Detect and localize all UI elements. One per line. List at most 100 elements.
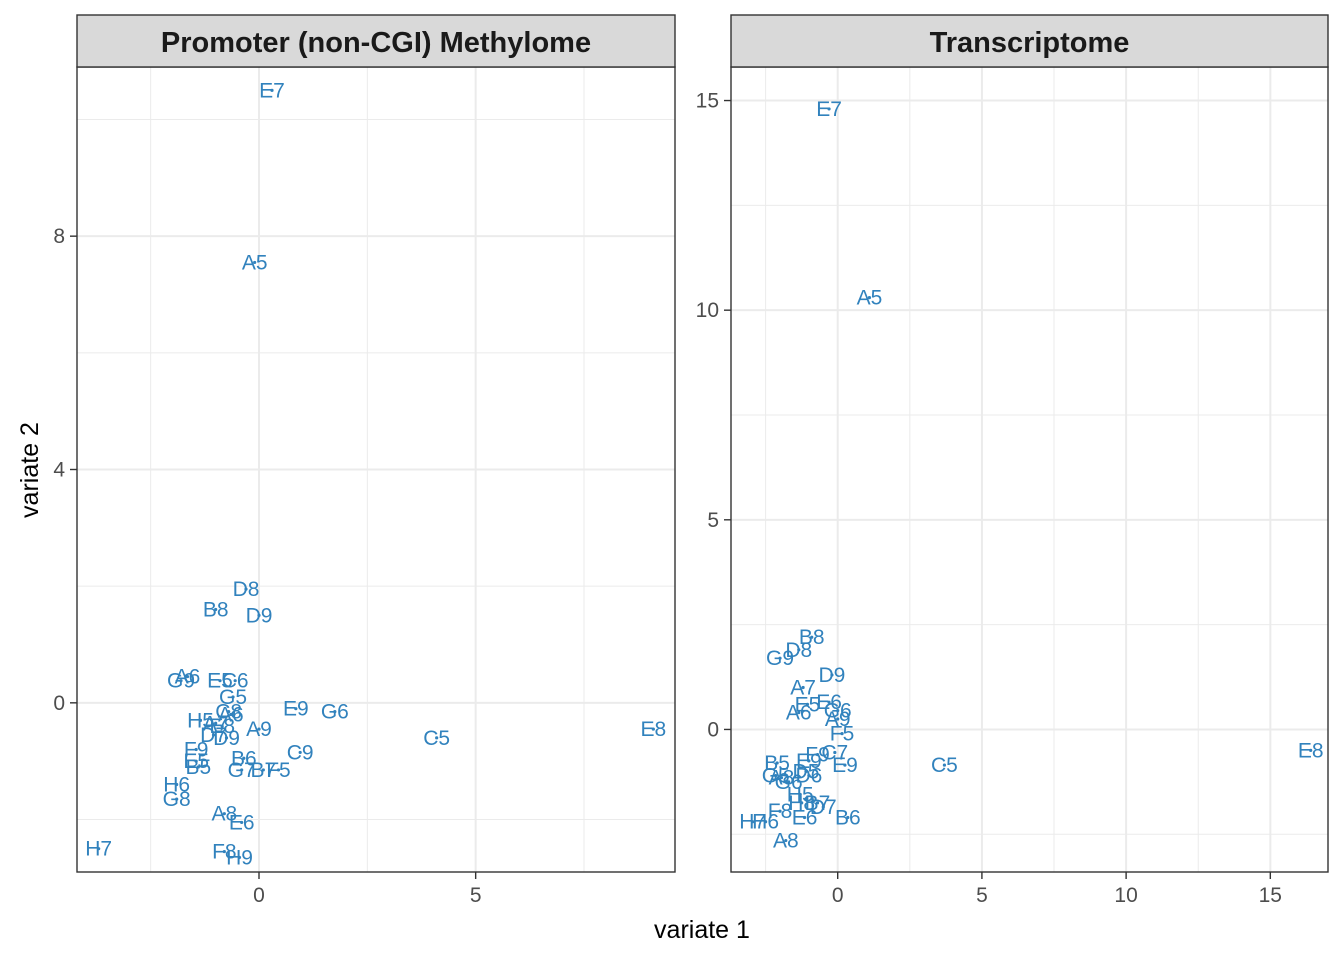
data-point [836,717,840,721]
point-label: E8 [1298,739,1324,762]
data-point [867,295,872,300]
data-point [807,773,811,778]
point-label: A9 [825,708,851,731]
point-label: B6 [835,806,861,829]
x-tick-label: 0 [253,884,265,907]
point-label: C5 [423,727,450,750]
point-label: A7 [790,677,816,700]
point-label: D6 [795,765,822,788]
point-label: G7 [228,759,256,782]
point-label: G6 [321,701,349,724]
point-label: F5 [830,723,855,746]
point-label: E9 [796,750,822,773]
point-label: G9 [766,647,794,670]
point-label: E5 [207,670,233,693]
point-label: H6 [752,811,779,834]
point-label: B6 [231,747,257,770]
point-label: H7 [85,838,112,861]
data-point [804,769,808,773]
point-label: A8 [769,767,795,790]
data-point [778,656,782,660]
data-point [846,815,850,820]
x-axis-title: variate 1 [654,916,750,944]
point-label: E7 [259,79,285,102]
data-point [798,792,802,797]
data-point [1309,748,1313,753]
data-point [175,797,179,801]
data-point [224,736,229,740]
data-point [802,815,807,820]
data-point [198,718,203,722]
point-label: F5 [266,759,291,782]
point-label: D7 [200,724,227,747]
x-tick-label: 15 [1259,884,1282,907]
point-label: D9 [246,604,273,627]
point-label: B7 [250,759,276,782]
data-point [240,768,244,772]
data-point [214,607,218,612]
point-label: H5 [787,783,814,806]
y-tick-label: 10 [696,299,719,322]
data-point [843,763,847,767]
data-point [815,753,820,757]
data-point [294,707,298,711]
point-label: D8 [233,578,260,601]
data-point [175,782,179,787]
point-label: B8 [799,626,825,649]
data-point [240,820,244,825]
data-point [179,679,183,683]
data-point [801,685,805,690]
data-point [244,587,248,591]
data-point [651,727,655,731]
point-label: A8 [211,803,237,826]
point-label: A5 [242,251,268,274]
data-point [211,733,216,737]
point-label: E9 [832,754,858,777]
data-point [751,820,755,824]
point-label: C5 [931,754,958,777]
x-tick-label: 0 [832,884,844,907]
x-tick-label: 10 [1114,884,1137,907]
data-point [787,780,791,784]
data-point [261,768,265,772]
point-label: D7 [810,796,837,819]
point-label: A6 [175,666,201,689]
y-tick-label: 8 [53,225,65,248]
point-label: E6 [816,691,842,714]
point-label: F9 [184,739,209,762]
data-point [774,773,778,778]
data-point [797,648,801,652]
data-point [821,805,825,809]
data-point [833,750,837,755]
data-point [194,747,198,752]
data-point [830,673,834,677]
point-label: E6 [229,811,255,834]
data-point [257,727,261,731]
data-point [253,260,257,265]
data-point [220,724,224,728]
data-point [222,849,226,854]
facet-strip [76,14,676,68]
point-label: H5 [187,709,214,732]
data-point [227,709,231,714]
data-point [276,768,281,772]
plot-area [731,67,1328,872]
point-label: G5 [762,765,790,788]
data-point [942,763,947,767]
point-label: G6 [824,700,852,723]
facet-title: Promoter (non-CGI) Methylome [161,27,591,59]
point-label: E7 [816,98,842,121]
point-label: G5 [219,686,247,709]
x-tick-label: 5 [976,884,988,907]
data-point [214,721,218,725]
point-label: E6 [792,806,818,829]
point-label: H6 [163,774,190,797]
y-tick-label: 0 [707,718,719,741]
point-label: C6 [222,670,249,693]
y-tick-label: 4 [53,459,65,482]
point-label: B7 [805,792,831,815]
